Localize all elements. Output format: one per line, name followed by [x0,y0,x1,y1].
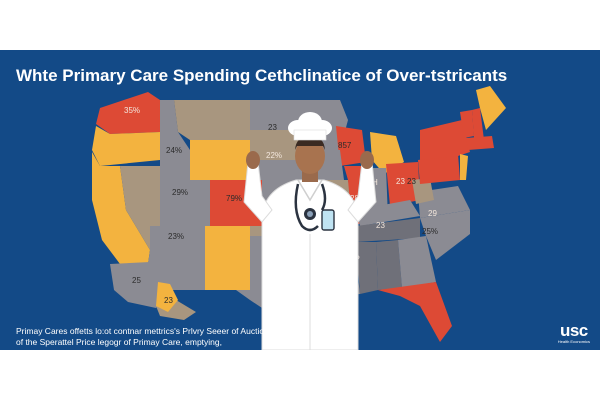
state-label: 23 [268,123,277,132]
state-idaho [160,100,190,170]
state-label: 29% [172,188,188,197]
state-montana [174,100,250,140]
state-vermont [460,110,474,138]
state-hawaii [156,282,178,312]
state-label: 23% [168,232,184,241]
state-label: 29 [428,209,437,218]
logo-subtitle: Health Economics [557,339,590,344]
state-ohio [386,162,420,206]
state-wyoming [190,140,250,180]
state-label: 24% [166,146,182,155]
state-kentucky [356,200,420,226]
state-oregon [92,126,160,166]
state-label: 35% [124,106,140,115]
caption: Primay Cares offetts lo:ot contnar mettr… [16,326,316,348]
logo-mark: usc [559,321,588,340]
state-new-mexico [205,226,250,290]
state-label: 23 [376,221,385,230]
state-new-hampshire [472,108,484,140]
chef-hat-icon [288,112,332,141]
state-california [92,152,150,264]
badge-icon [321,209,335,231]
state-georgia [398,236,436,288]
state-carolinas [420,210,470,260]
state-label: 23 [164,296,173,305]
state-label: 23 [396,177,405,186]
doctor-figure [243,112,377,350]
state-north-dakota [250,100,300,130]
state-alaska [110,262,170,308]
state-label: 79% [226,194,242,203]
state-wisconsin [336,126,366,166]
caption-line-1: Primay Cares offetts lo:ot contnar mettr… [16,326,276,336]
state-arizona [148,226,205,290]
state-massachusetts [466,136,494,150]
state-florida [378,282,452,342]
stethoscope-icon [294,183,327,232]
page-title: Whte Primary Care Spending Cethclinatice… [16,66,508,85]
state-south-dakota [250,130,300,160]
state-label: 22% [266,151,282,160]
us-map: 35% 24% 29% 23% 79% 23 22% 857 H 23 23 7… [92,86,506,350]
state-washington [96,92,160,134]
infographic-banner: 35% 24% 29% 23% 79% 23 22% 857 H 23 23 7… [0,50,600,350]
doctor-head [295,138,325,174]
doctor-left-hand [246,151,260,169]
state-label: 857 [338,141,352,150]
state-mississippi [356,242,378,294]
doctor-collar [297,179,323,202]
doctor-right-hand [360,151,374,169]
state-label: 23 [407,177,416,186]
state-new-jersey [460,154,468,180]
state-west-virginia [412,178,434,204]
state-pennsylvania [418,154,460,184]
state-alabama [376,240,402,290]
state-new-york [420,120,470,160]
state-tennessee [356,218,420,242]
state-utah [160,170,210,226]
state-maine [476,86,506,130]
state-label: 25 [132,276,141,285]
state-label: 25% [422,227,438,236]
state-label: H [372,178,378,187]
usc-logo: usc Health Economics [557,321,590,344]
caption-line-2: of the Sperattel Price legogr of Primay … [16,337,222,347]
